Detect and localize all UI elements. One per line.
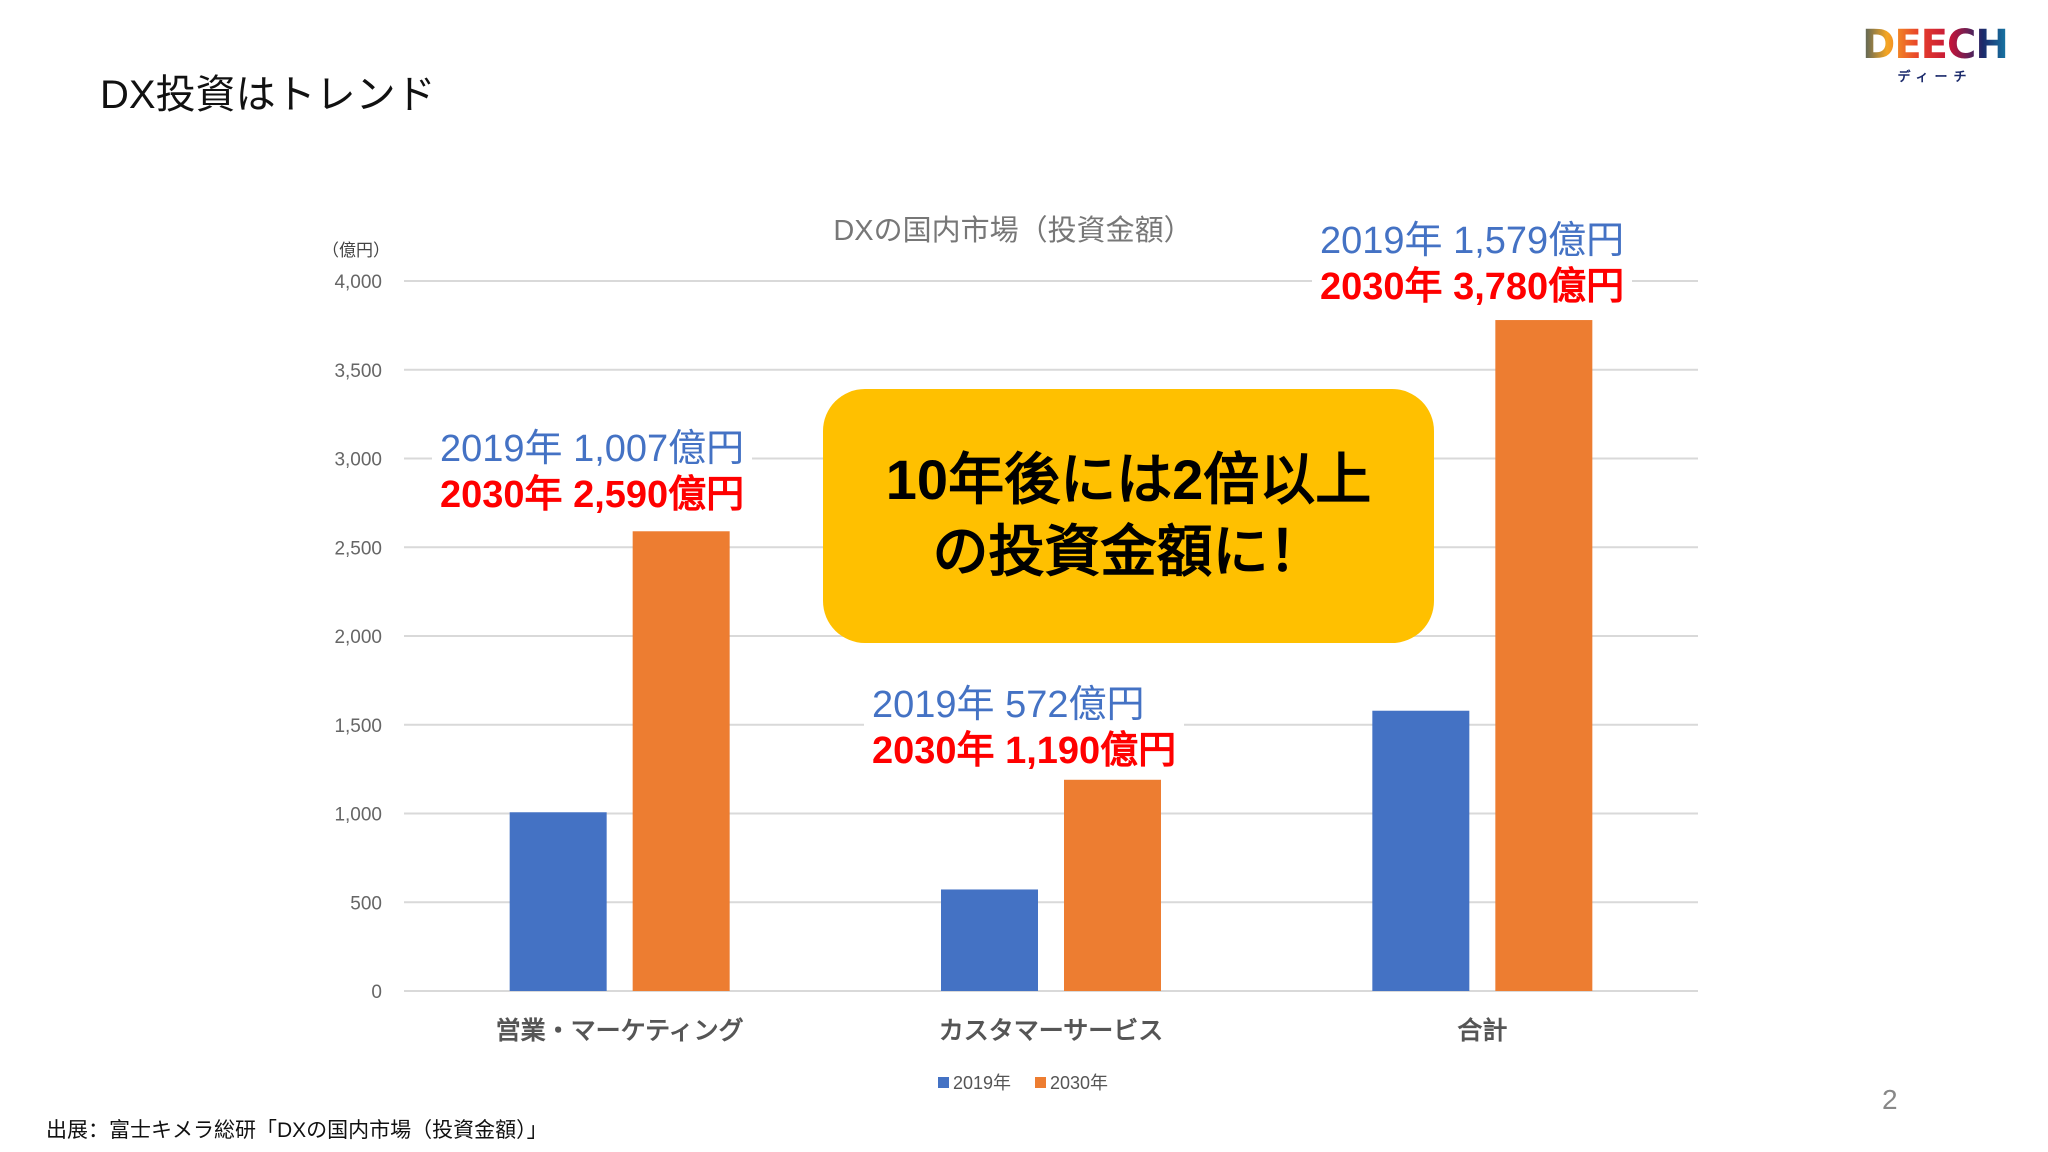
y-tick-label: 2,000 — [334, 627, 382, 648]
deech-logo: DEECH ディーチ — [1855, 24, 2015, 85]
y-tick-label: 1,000 — [334, 805, 382, 826]
page-number: 2 — [1882, 1084, 1898, 1115]
y-tick-label: 4,000 — [334, 272, 382, 293]
y-tick-label: 3,000 — [334, 450, 382, 471]
y-unit-label: （億円） — [322, 241, 390, 260]
bar-2030年-2 — [1495, 320, 1593, 991]
bar-2019年-2 — [1372, 710, 1470, 991]
slide-title: DX投資はトレンド — [100, 73, 436, 117]
y-tick-label: 2,500 — [334, 538, 382, 559]
bar-2019年-0 — [509, 812, 607, 991]
bar-2030年-1 — [1064, 779, 1161, 991]
y-tick-label: 3,500 — [334, 361, 382, 382]
bar-2030年-0 — [632, 531, 730, 991]
x-tick-label: 営業・マーケティング — [496, 1017, 744, 1045]
x-tick-label: カスタマーサービス — [939, 1017, 1164, 1045]
callout-box: 10年後には2倍以上 の投資金額に！ — [823, 389, 1434, 643]
callout-line2: の投資金額に！ — [932, 520, 1325, 583]
annotation-customer-service: 2019年 572億円 2030年 1,190億円 — [864, 682, 1185, 774]
annotation-sales: 2019年 1,007億円 2030年 2,590億円 — [432, 426, 753, 518]
x-tick-label: 合計 — [1457, 1016, 1507, 1045]
source-note: 出展：富士キメラ総研「DXの国内市場（投資金額）」 — [46, 1119, 548, 1142]
y-tick-label: 1,500 — [334, 716, 382, 737]
legend-swatch-2019 — [938, 1077, 949, 1088]
y-tick-label: 0 — [371, 982, 382, 1003]
chart-title: DXの国内市場（投資金額） — [833, 214, 1192, 247]
annotation-total: 2019年 1,579億円 2030年 3,780億円 — [1312, 218, 1633, 310]
legend: 2019年 2030年 — [938, 1073, 1108, 1093]
legend-label-2019: 2019年 — [953, 1073, 1011, 1093]
bar-2019年-1 — [941, 889, 1038, 991]
y-tick-label: 500 — [350, 893, 382, 914]
legend-label-2030: 2030年 — [1050, 1073, 1108, 1093]
callout-line1: 10年後には2倍以上 — [885, 448, 1372, 511]
legend-swatch-2030 — [1035, 1077, 1046, 1088]
